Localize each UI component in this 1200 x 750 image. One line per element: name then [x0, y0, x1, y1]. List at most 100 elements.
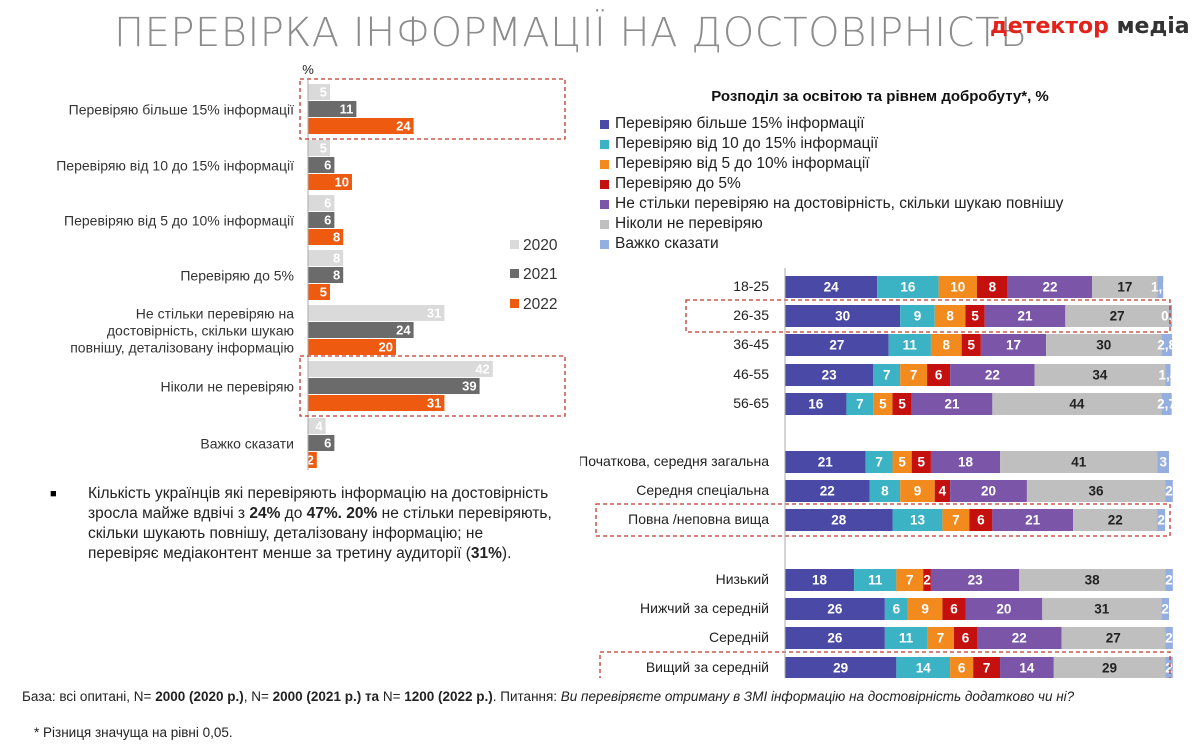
segment-label-10-1: 11: [899, 631, 914, 646]
segment-8-0: [785, 569, 855, 591]
segment-label-7-0: 28: [831, 513, 847, 528]
legend-swatch: [600, 199, 609, 209]
segment-label-3-4: 22: [985, 368, 1000, 383]
segment-label-7-6: 2: [1158, 513, 1166, 528]
legend-label-2022: 2022: [523, 296, 557, 313]
segment-label-10-2: 7: [937, 631, 945, 646]
segment-7-3: [969, 509, 993, 531]
summary-b3: 20%: [346, 505, 378, 522]
segment-label-6-5: 36: [1089, 484, 1105, 499]
bar-2020-3: [308, 250, 344, 266]
legend-swatch-2022: [510, 299, 519, 308]
data-label-2020-2: 6: [324, 196, 331, 211]
segment-label-0-6: 1,5: [1151, 280, 1170, 295]
segment-label-5-2: 5: [898, 455, 906, 470]
segment-label-11-5: 29: [1102, 661, 1117, 676]
legend-label: Ніколи не перевіряю: [615, 215, 763, 232]
segment-6-0: [785, 480, 870, 502]
segment-10-6: [1165, 627, 1173, 649]
segment-label-5-5: 41: [1071, 455, 1087, 470]
segment-0-3: [977, 276, 1008, 298]
segment-label-2-2: 8: [943, 338, 951, 353]
segment-label-5-3: 5: [918, 455, 926, 470]
category-label-line: Перевіряю від 5 до 10% інформації: [64, 213, 294, 229]
data-label-2020-4: 31: [427, 306, 441, 321]
bar-2021-5: [308, 378, 480, 394]
category-label-line: Перевіряю більше 15% інформації: [69, 102, 294, 118]
bar-2022-1: [308, 174, 352, 190]
right-stacked-chart: 18-25 24 16 10 8 22 17 1,526-35 30 9 8 5 21 27 0,836-4…: [580, 268, 1180, 678]
legend-item-1: Перевіряю від 10 до 15% інформації: [600, 134, 1063, 154]
segment-9-0: [785, 598, 885, 620]
segment-4-6: [1161, 393, 1172, 415]
bar-2020-5: [308, 361, 493, 377]
legend-label: Важко сказати: [615, 235, 719, 252]
segment-7-0: [785, 509, 893, 531]
legend-item-2: Перевіряю від 5 до 10% інформації: [600, 154, 1063, 174]
segment-label-5-0: 21: [818, 455, 834, 470]
segment-label-10-3: 6: [962, 631, 970, 646]
segment-label-2-0: 27: [829, 338, 844, 353]
segment-1-1: [900, 305, 935, 327]
segment-1-2: [934, 305, 966, 327]
segment-6-3: [934, 480, 951, 502]
footer-base: База: всі опитані, N= 2000 (2020 р.), N=…: [22, 688, 1172, 706]
right-chart-legend: Перевіряю більше 15% інформації Перевіряю…: [600, 114, 1063, 254]
row-label-4: 56-65: [733, 395, 769, 411]
legend-swatch-2020: [510, 240, 519, 249]
segment-label-2-3: 5: [967, 338, 975, 353]
category-label-6: Важко сказати: [200, 436, 294, 452]
segment-7-5: [1073, 509, 1158, 531]
summary-t5: ).: [501, 545, 512, 562]
segment-label-1-3: 5: [971, 309, 979, 324]
segment-6-6: [1165, 480, 1173, 502]
segment-11-6: [1165, 657, 1173, 678]
legend-item-5: Ніколи не перевіряю: [600, 214, 1063, 234]
legend-swatch: [600, 159, 609, 169]
summary-b1: 24%: [249, 505, 281, 522]
data-label-2021-0: 11: [340, 102, 354, 117]
segment-label-1-0: 30: [835, 309, 850, 324]
data-label-2020-6: 4: [315, 419, 323, 434]
segment-label-1-4: 21: [1017, 309, 1033, 324]
segment-label-6-4: 20: [981, 484, 996, 499]
data-label-2020-0: 5: [320, 85, 327, 100]
segment-11-2: [950, 657, 974, 678]
segment-label-4-2: 5: [879, 397, 887, 412]
row-label-8: Низький: [716, 571, 769, 587]
segment-label-0-0: 24: [824, 280, 840, 295]
segment-9-1: [884, 598, 908, 620]
segment-label-2-4: 17: [1006, 338, 1021, 353]
segment-label-8-5: 38: [1085, 573, 1101, 588]
bullet-marker: ■: [50, 488, 57, 500]
segment-10-0: [785, 627, 885, 649]
segment-4-2: [873, 393, 893, 415]
segment-label-5-4: 18: [958, 455, 974, 470]
segment-0-1: [877, 276, 939, 298]
legend-swatch: [600, 119, 609, 129]
category-label-line: Не стільки перевіряю на: [136, 306, 294, 322]
segment-9-5: [1042, 598, 1162, 620]
segment-label-6-1: 8: [881, 484, 889, 499]
segment-label-7-4: 21: [1025, 513, 1041, 528]
row-label-7: Повна /неповна вища: [628, 511, 769, 527]
segment-2-2: [930, 334, 962, 356]
segment-label-0-2: 10: [950, 280, 965, 295]
legend-label: Не стільки перевіряю на достовірність, с…: [615, 195, 1064, 212]
segment-6-1: [869, 480, 901, 502]
segment-1-5: [1065, 305, 1169, 327]
segment-label-3-3: 6: [935, 368, 943, 383]
row-label-0: 18-25: [733, 278, 769, 294]
bar-2020-6: [308, 418, 326, 434]
segment-label-0-4: 22: [1042, 280, 1057, 295]
footer-p4: . Питання:: [492, 689, 561, 704]
bar-2020-4: [308, 305, 445, 321]
segment-label-11-4: 14: [1019, 661, 1035, 676]
segment-label-8-4: 23: [968, 573, 984, 588]
category-label-1: Перевіряю від 10 до 15% інформації: [56, 158, 294, 174]
segment-0-5: [1092, 276, 1158, 298]
segment-9-3: [942, 598, 966, 620]
segment-label-2-1: 11: [903, 338, 918, 353]
footer-p2: , N=: [243, 689, 273, 704]
footer-b2: 2000 (2021 р.) та: [272, 689, 380, 704]
